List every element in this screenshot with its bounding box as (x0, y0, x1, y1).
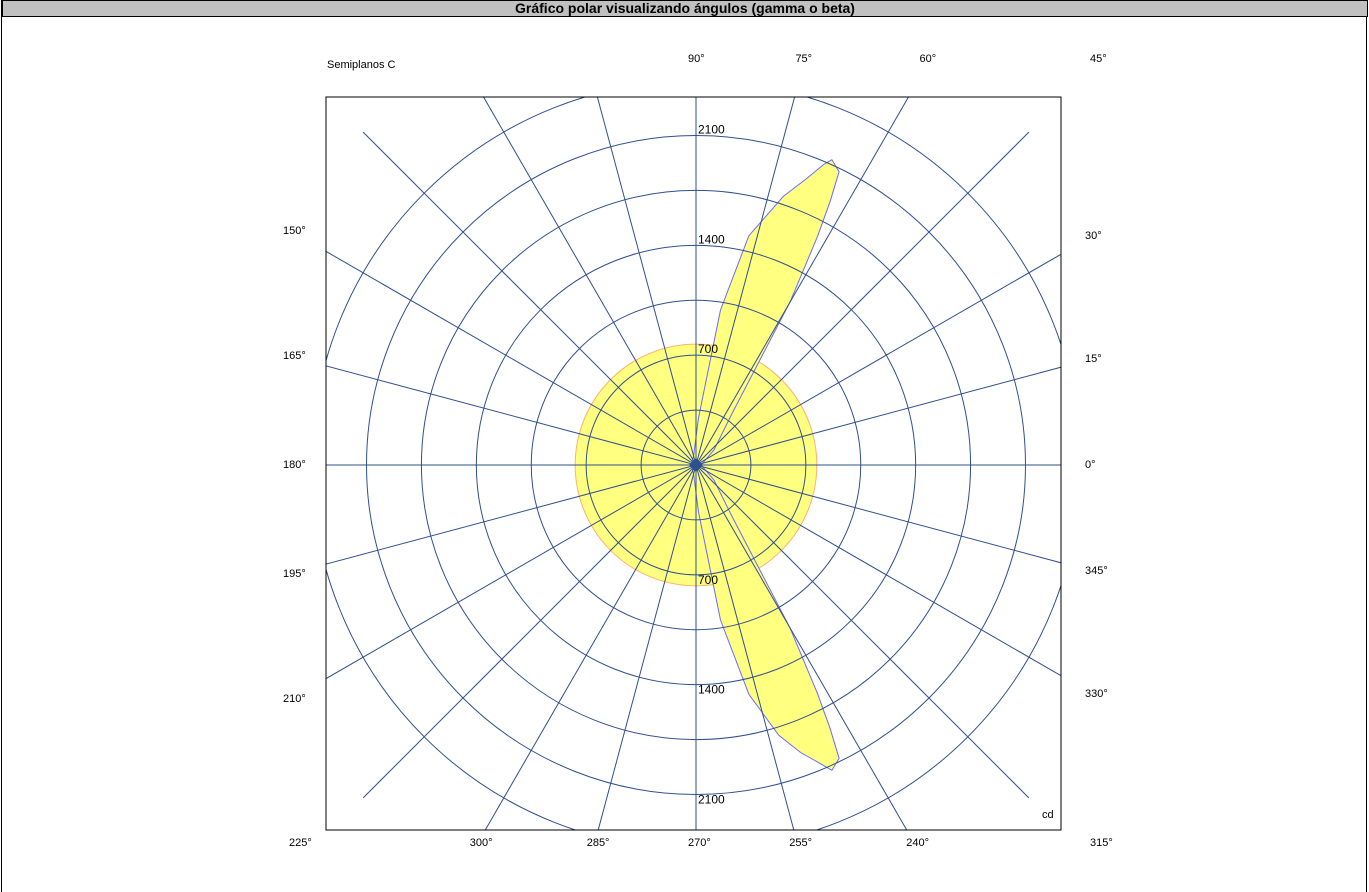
ring-label: 700 (698, 342, 718, 356)
polar-grid (326, 97, 1061, 830)
ring-label: 1400 (698, 683, 725, 697)
angle-label: 60° (919, 53, 937, 65)
angle-label: 345° (1085, 565, 1108, 578)
angle-label: 210° (283, 692, 306, 705)
angle-label: 0° (1085, 459, 1096, 471)
angle-label: 285° (586, 837, 610, 849)
ring-label: 2100 (698, 123, 725, 137)
angle-label: 225° (289, 837, 312, 849)
angle-label: 180° (283, 459, 306, 471)
angle-label: 165° (283, 350, 306, 363)
angle-label: 330° (1085, 688, 1108, 701)
angle-label: 255° (789, 837, 813, 849)
ring-label: 700 (698, 573, 718, 587)
ring-label: 2100 (698, 792, 725, 806)
angle-label: 30° (1085, 229, 1102, 242)
chart-title: Gráfico polar visualizando ángulos (gamm… (2, 0, 1368, 17)
plot-border (325, 96, 1062, 831)
angle-label: 240° (906, 837, 929, 849)
angle-label: 270° (688, 837, 711, 849)
angle-label: 315° (1090, 837, 1113, 849)
ring-label: 1400 (698, 232, 725, 246)
angle-label: 15° (1085, 352, 1102, 365)
unit-label: cd (1042, 809, 1054, 821)
angle-label: 45° (1090, 53, 1107, 65)
angle-label: 195° (283, 567, 306, 580)
angle-label: 150° (283, 225, 306, 238)
legend-label: Semiplanos C (327, 59, 396, 71)
angle-label: 75° (795, 53, 813, 65)
angle-label: 90° (688, 53, 705, 65)
angle-label: 300° (469, 837, 493, 849)
center-marker (689, 458, 703, 472)
